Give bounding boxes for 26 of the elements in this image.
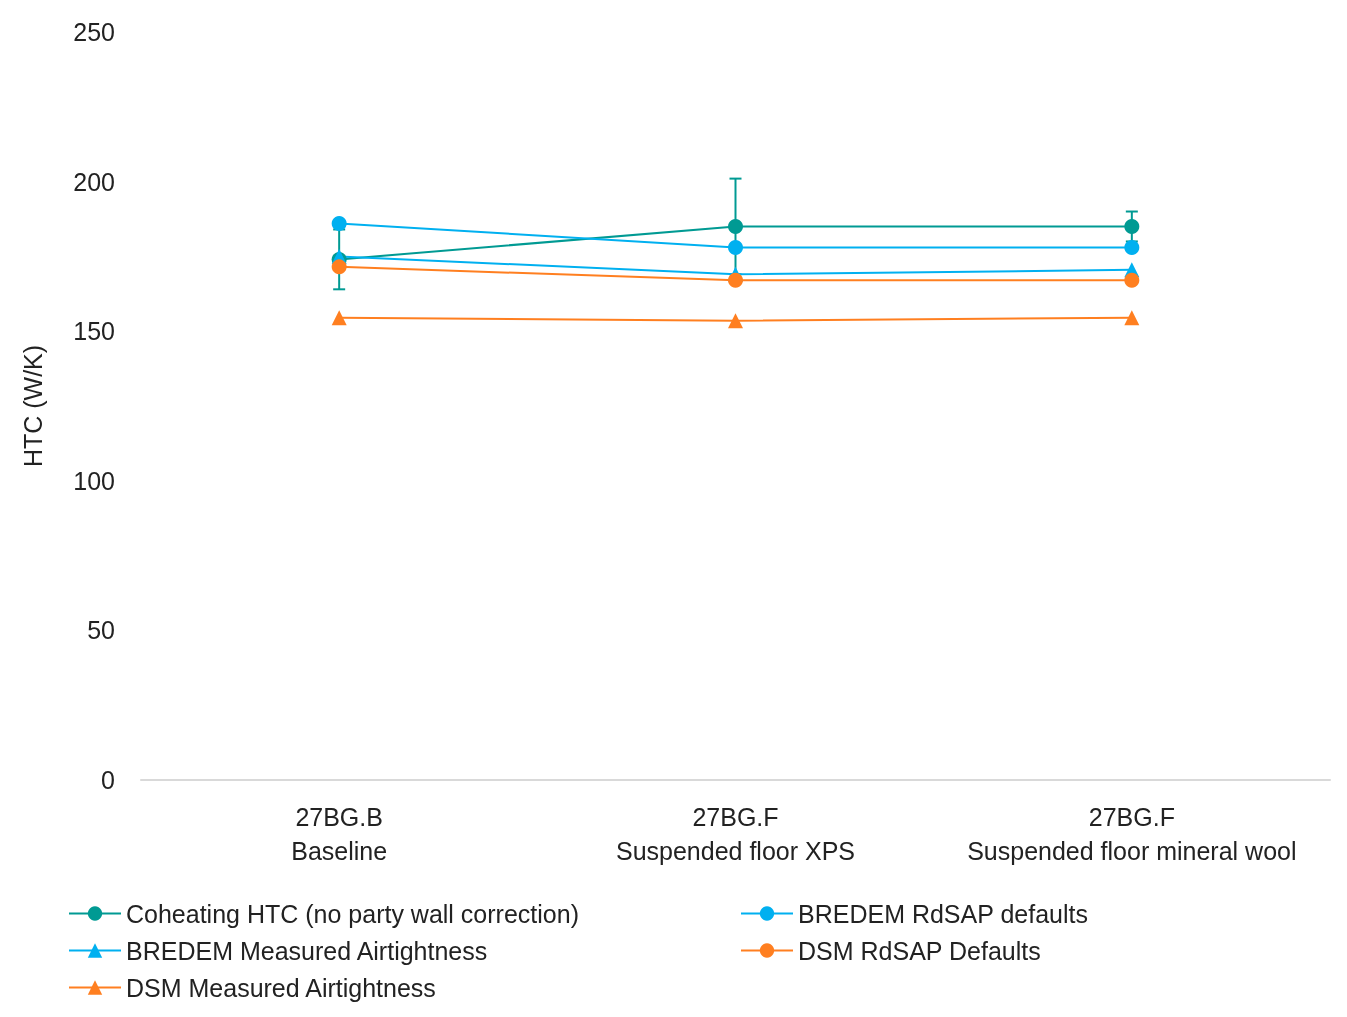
point — [728, 218, 743, 234]
y-tick-label: 200 — [73, 167, 115, 196]
point — [331, 215, 347, 231]
y-axis-title: HTC (W/K) — [18, 344, 47, 468]
y-tick-label: 100 — [73, 466, 115, 495]
point — [1124, 310, 1140, 326]
legend-label: BREDEM RdSAP defaults — [798, 899, 1088, 928]
point — [728, 239, 743, 255]
x-tick-label: 27BG.F Suspended floor XPS — [615, 803, 856, 865]
legend-label: BREDEM Measured Airtightness — [126, 936, 488, 965]
point — [331, 259, 347, 275]
y-tick-label: 250 — [73, 18, 115, 46]
legend-label: DSM RdSAP Defaults — [798, 936, 1041, 965]
point — [1124, 272, 1140, 288]
point — [728, 313, 743, 329]
x-tick-label: 27BG.B Baseline — [291, 803, 388, 865]
legend-label: Coheating HTC (no party wall correction) — [126, 899, 579, 928]
point — [331, 310, 347, 326]
x-tick-label: 27BG.F Suspended floor mineral wool — [967, 803, 1297, 865]
point — [728, 272, 743, 288]
y-tick-label: 50 — [87, 616, 115, 645]
legend-label: DSM Measured Airtightness — [126, 973, 436, 1002]
y-tick-label: 150 — [73, 317, 115, 346]
y-tick-label: 0 — [101, 766, 115, 794]
point — [1124, 218, 1140, 234]
point — [1124, 239, 1140, 255]
